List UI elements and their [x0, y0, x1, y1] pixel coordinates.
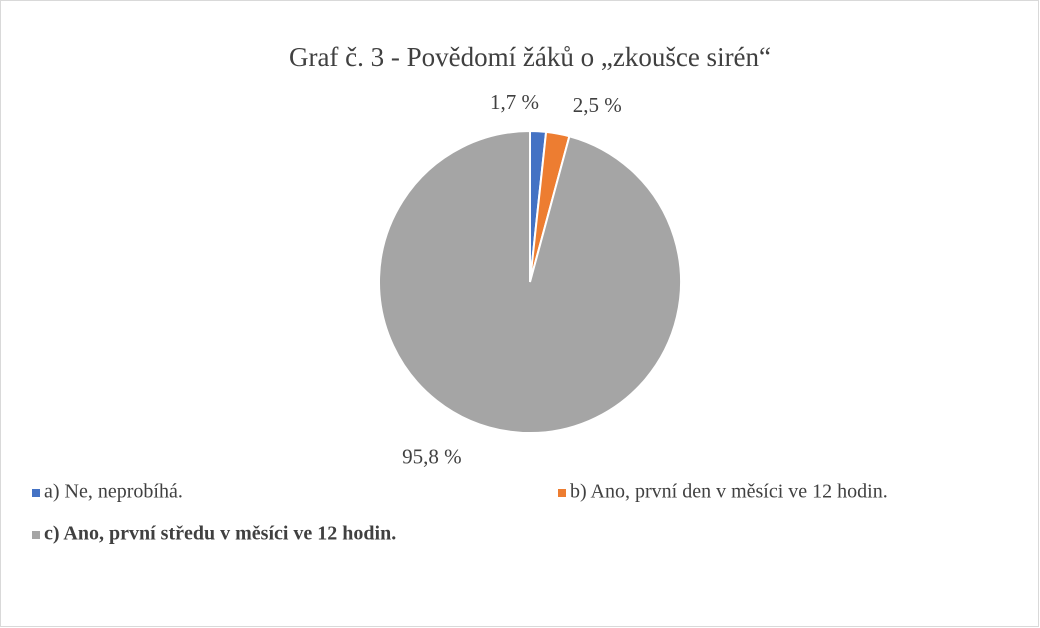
legend-swatch: [558, 489, 566, 497]
data-label: 2,5 %: [573, 93, 622, 117]
data-label: 1,7 %: [490, 90, 539, 114]
legend-swatch: [32, 531, 40, 539]
legend-label: a) Ne, neprobíhá.: [44, 481, 183, 503]
pie-slice: [378, 129, 682, 434]
chart-title: Graf č. 3 - Povědomí žáků o „zkoušce sir…: [289, 42, 771, 72]
legend-label: b) Ano, první den v měsíci ve 12 hodin.: [570, 481, 888, 503]
data-label: 95,8 %: [402, 444, 462, 468]
legend-label: c) Ano, první středu v měsíci ve 12 hodi…: [44, 523, 396, 545]
legend-swatch: [32, 489, 40, 497]
